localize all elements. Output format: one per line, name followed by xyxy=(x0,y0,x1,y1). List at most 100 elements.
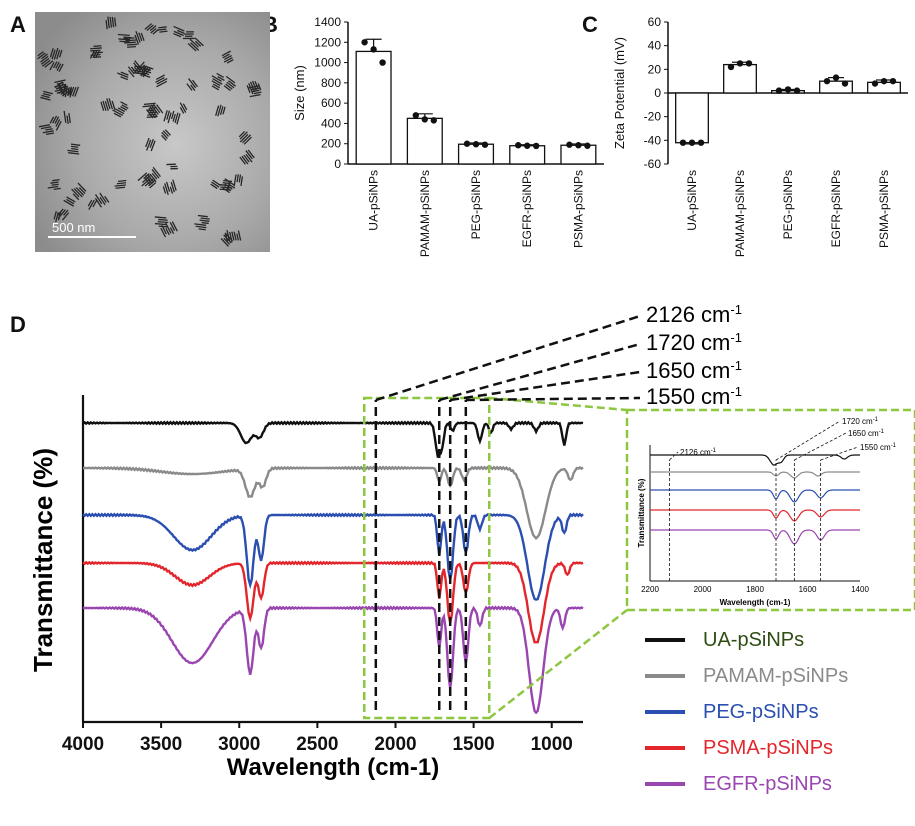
tem-particle-stripe xyxy=(69,86,75,98)
tem-particle-stripe xyxy=(176,29,185,35)
tem-particle-stripe xyxy=(212,78,223,85)
tem-particle xyxy=(67,143,81,155)
data-point xyxy=(871,80,879,87)
tem-particle-stripe xyxy=(226,81,235,89)
data-point xyxy=(727,63,735,71)
tem-particle-stripe xyxy=(236,174,239,183)
tem-particle-stripe xyxy=(94,194,103,205)
tem-particle xyxy=(246,80,262,95)
data-point xyxy=(566,141,573,148)
tem-particle-stripe xyxy=(41,53,48,60)
legend-item: PAMAM-pSiNPs xyxy=(645,658,910,694)
x-tick-label: PEG-pSiNPs xyxy=(469,170,483,239)
tem-particle-stripe xyxy=(120,101,128,106)
x-tick-label: PAMAM-pSiNPs xyxy=(418,170,432,257)
tem-particle-stripe xyxy=(190,42,200,51)
tem-particle xyxy=(221,50,234,64)
data-point xyxy=(832,74,840,81)
tem-particle-stripe xyxy=(215,105,220,116)
tem-particle-stripe xyxy=(140,32,145,41)
tem-particle-stripe xyxy=(68,152,80,155)
tem-particle-stripe xyxy=(155,77,165,83)
y-axis-title: Transmittance (%) xyxy=(28,448,58,672)
inset-spectrum-line xyxy=(650,471,860,479)
spectrum-line xyxy=(82,512,584,601)
peak-label: 1650 cm-1 xyxy=(646,358,742,383)
tem-particle-stripe xyxy=(194,37,204,47)
data-point xyxy=(775,87,783,94)
y-tick-label: 0 xyxy=(654,86,661,100)
tem-particle-stripe xyxy=(44,60,54,68)
tem-particle-stripe xyxy=(130,66,138,74)
tem-particle-stripe xyxy=(128,69,135,78)
data-point xyxy=(784,86,792,93)
tem-particle-stripe xyxy=(100,101,105,111)
tem-particle-stripe xyxy=(61,212,70,221)
tem-particle-stripe xyxy=(149,138,154,148)
tem-particle xyxy=(100,98,116,111)
tem-particle xyxy=(49,61,64,72)
tem-particle-stripe xyxy=(187,43,197,52)
tem-particle xyxy=(154,216,169,228)
tem-particle-stripe xyxy=(179,107,185,114)
tem-particle xyxy=(223,75,237,92)
y-tick-label: 800 xyxy=(321,76,341,90)
tem-particle xyxy=(145,137,156,152)
tem-particle-stripe xyxy=(93,45,102,47)
tem-particle-stripe xyxy=(58,87,67,95)
panel-label-d: D xyxy=(10,312,26,337)
tem-particle-stripe xyxy=(119,40,131,43)
tem-particle-stripe xyxy=(125,39,137,42)
inset-peak-label: 1720 cm-1 xyxy=(842,417,879,426)
data-point xyxy=(575,142,582,149)
tem-particle xyxy=(114,179,127,189)
tem-particle-stripe xyxy=(166,163,176,166)
tem-particle xyxy=(105,16,117,30)
tem-particle-stripe xyxy=(53,187,61,191)
bar xyxy=(355,50,392,165)
tem-particle-stripe xyxy=(186,83,193,91)
tem-particle-stripe xyxy=(49,62,55,71)
tem-particle-stripe xyxy=(188,78,197,89)
tem-particle-stripe xyxy=(223,57,233,63)
tem-particle-stripe xyxy=(184,33,194,35)
tem-particle-stripe xyxy=(150,140,156,152)
x-tick-label: PAMAM-pSiNPs xyxy=(733,170,747,257)
data-point xyxy=(379,59,386,66)
tem-particle-stripe xyxy=(165,227,170,236)
y-tick-label: 60 xyxy=(648,15,662,29)
tem-particle xyxy=(222,178,236,194)
tem-particle-stripe xyxy=(147,113,156,116)
tem-particle-stripe xyxy=(137,61,145,70)
tem-particle-stripe xyxy=(195,225,207,229)
tem-particle-stripe xyxy=(120,106,128,111)
tem-particle-stripe xyxy=(217,75,225,81)
tem-particle-stripe xyxy=(54,116,60,124)
spectrum-line xyxy=(82,465,584,541)
tem-particle xyxy=(40,90,53,101)
tem-particle xyxy=(87,199,98,210)
tem-particle-stripe xyxy=(211,181,220,188)
tem-particle-stripe xyxy=(166,110,171,120)
tem-particle-stripe xyxy=(174,112,179,123)
tem-particle-stripe xyxy=(142,68,151,78)
tem-particle-stripe xyxy=(240,176,244,186)
tem-particle-stripe xyxy=(66,196,76,203)
inset-peak-label: 2126 cm-1 xyxy=(680,448,717,457)
tem-particle-stripe xyxy=(127,66,135,75)
tem-particle-stripe xyxy=(233,174,237,187)
data-point xyxy=(736,60,744,67)
tem-particle-stripe xyxy=(123,37,135,40)
tem-particle-stripe xyxy=(211,80,221,87)
tem-particle-stripe xyxy=(108,98,113,110)
y-tick-label: -40 xyxy=(644,133,662,147)
tem-particle-stripe xyxy=(222,106,226,115)
tem-particle-stripe xyxy=(169,227,175,235)
tem-particle-stripe xyxy=(161,224,167,235)
inset-peak-label-superscript: -1 xyxy=(879,429,885,435)
data-point xyxy=(515,142,522,149)
tem-particle-stripe xyxy=(57,208,64,217)
tem-particle-stripe xyxy=(216,72,225,79)
bar-chart-size: 0 200 400 600 800 1000 1200 1400 Size (nm) UA-pSi… xyxy=(292,15,604,257)
tem-particle xyxy=(54,81,70,97)
